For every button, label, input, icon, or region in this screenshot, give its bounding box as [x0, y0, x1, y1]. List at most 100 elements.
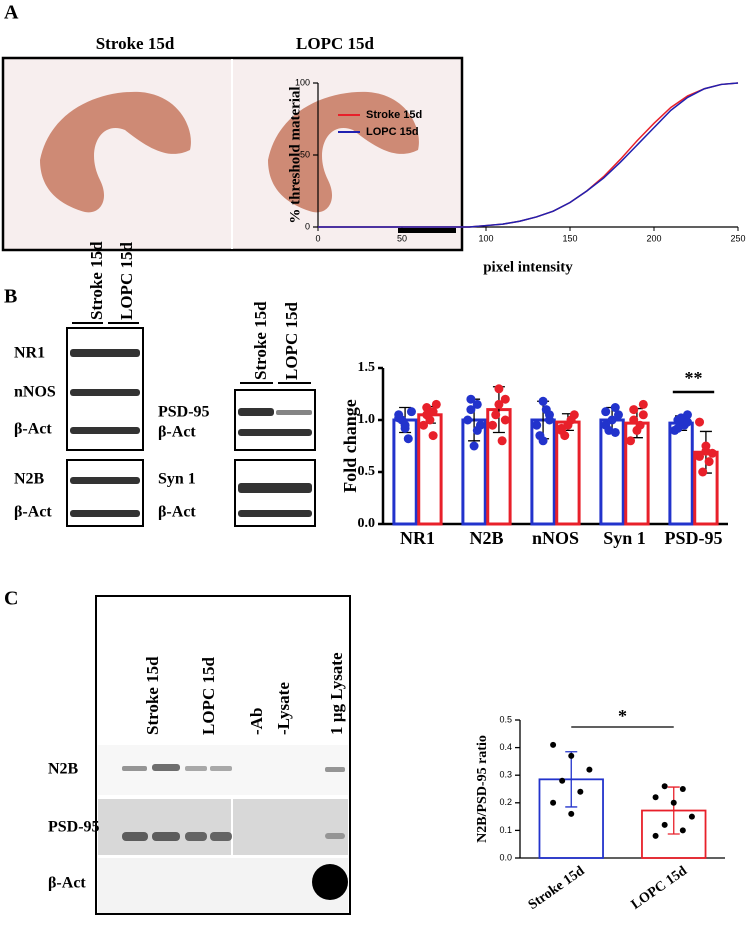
data-point [560, 431, 570, 441]
lane-label: -Lysate [274, 682, 293, 735]
data-point [629, 405, 639, 415]
y-tick-label: 0.5 [358, 464, 376, 479]
lane-label: 1 µg Lysate [327, 652, 346, 735]
data-point [469, 441, 479, 451]
row-label: NR1 [14, 345, 45, 362]
lane-label: Stroke 15d [87, 241, 106, 320]
y-tick-label: 50 [300, 149, 310, 159]
y-tick-label: 0.0 [499, 852, 512, 862]
legend-label: Stroke 15d [366, 109, 422, 121]
error-bar [565, 751, 578, 808]
data-point [638, 410, 648, 420]
data-point [607, 415, 617, 425]
legend-label: LOPC 15d [366, 126, 419, 138]
y-tick-label: 0 [305, 221, 310, 231]
row-label: β-Act [14, 421, 52, 438]
data-point [566, 415, 576, 425]
data-point [610, 403, 620, 413]
y-tick-label: 0.1 [499, 825, 512, 835]
data-point [472, 399, 482, 409]
histology-images [1, 56, 464, 252]
data-point [497, 436, 507, 446]
y-tick-label: 0.2 [499, 797, 512, 807]
y-axis-label: % threshold material [287, 86, 303, 223]
data-point [652, 794, 659, 801]
data-point [704, 457, 714, 467]
row-label: β-Act [158, 504, 196, 521]
data-point [701, 446, 711, 456]
x-tick-label: 150 [562, 233, 577, 243]
row-label: Syn 1 [158, 471, 196, 488]
lane-label: Stroke 15d [143, 656, 162, 735]
data-point [557, 423, 567, 433]
row-label: nNOS [14, 384, 56, 401]
x-tick-label: NR1 [400, 528, 435, 548]
data-point [472, 425, 482, 435]
y-tick-label: 100 [295, 77, 310, 87]
data-point [428, 431, 438, 441]
data-point [661, 821, 668, 828]
lane-label: LOPC 15d [199, 657, 218, 735]
y-axis-label: Fold change [340, 399, 360, 493]
data-point [613, 410, 623, 420]
y-tick-label: 1.0 [358, 412, 376, 427]
data-point [577, 788, 584, 795]
x-tick-label: 200 [646, 233, 661, 243]
error-bar [667, 786, 680, 835]
y-axis-label: N2B/PSD-95 ratio [475, 735, 490, 843]
data-point [494, 399, 504, 409]
data-point [676, 413, 686, 423]
data-point [695, 417, 705, 427]
western-blot [66, 322, 316, 527]
data-point [661, 783, 668, 790]
x-tick-label: N2B [469, 528, 503, 548]
x-tick-label: 50 [397, 233, 407, 243]
data-point [629, 415, 639, 425]
y-tick-label: 1.5 [358, 360, 376, 375]
image-label: LOPC 15d [296, 34, 374, 53]
data-point [550, 741, 557, 748]
data-point [406, 407, 416, 417]
data-point [403, 434, 413, 444]
data-point [673, 423, 683, 433]
x-tick-label: Syn 1 [603, 528, 646, 548]
data-point [494, 384, 504, 394]
data-point [394, 410, 404, 420]
row-label: β-Act [158, 424, 196, 441]
data-point [632, 425, 642, 435]
bar [668, 421, 694, 526]
x-tick-label: 250 [730, 233, 745, 243]
x-tick-label: Stroke 15d [526, 864, 588, 914]
data-point [488, 420, 498, 430]
row-label: PSD-95 [158, 404, 210, 421]
y-tick-label: 0.0 [358, 516, 376, 531]
x-axis-label: pixel intensity [483, 259, 573, 275]
y-tick-label: 0.3 [499, 770, 512, 780]
data-point [568, 810, 575, 817]
row-label: β-Act [14, 504, 52, 521]
data-point [500, 415, 510, 425]
lane-label: Stroke 15d [251, 301, 270, 380]
panel-label: C [4, 588, 18, 610]
x-tick-label: 0 [315, 233, 320, 243]
data-point [698, 467, 708, 477]
image-label: Stroke 15d [96, 34, 175, 53]
bar [417, 413, 443, 526]
row-label: PSD-95 [48, 819, 100, 836]
data-point [679, 827, 686, 834]
row-label: β-Act [48, 875, 86, 892]
data-point [652, 832, 659, 839]
data-point [544, 410, 554, 420]
data-point [466, 405, 476, 415]
y-tick-label: 0.4 [499, 742, 512, 752]
data-point [626, 436, 636, 446]
data-point [466, 394, 476, 404]
data-point [670, 799, 677, 806]
panel-label: A [4, 2, 19, 24]
data-point [491, 410, 501, 420]
x-tick-label: LOPC 15d [629, 864, 690, 913]
y-tick-label: 0.5 [499, 714, 512, 724]
data-point [601, 407, 611, 417]
significance: * [618, 706, 627, 726]
